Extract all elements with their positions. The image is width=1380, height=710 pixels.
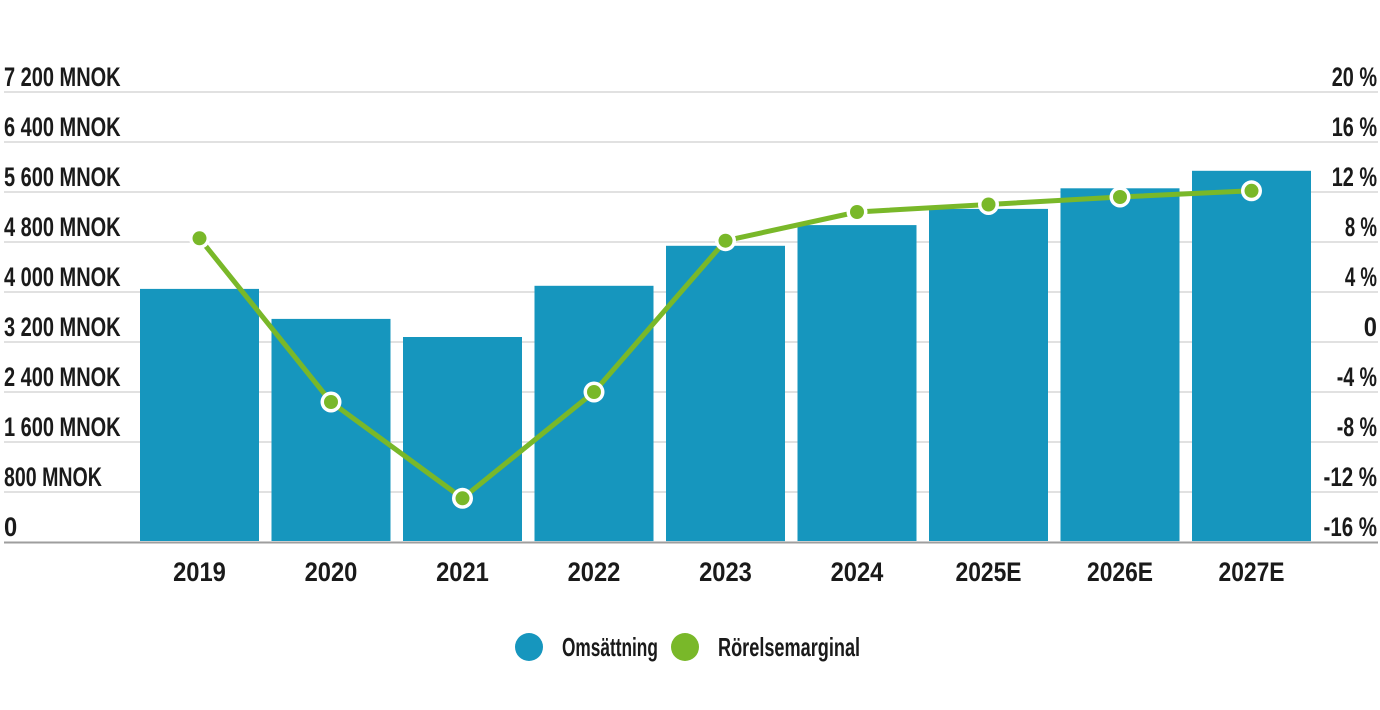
line-point-2025e — [981, 197, 996, 212]
left-axis-tick-label: 6 400 MNOK — [4, 112, 121, 142]
right-axis-tick-label: -12 % — [1324, 462, 1378, 492]
right-axis-tick-label: 12 % — [1332, 162, 1377, 192]
right-axis-tick-label: 20 % — [1332, 62, 1377, 92]
x-axis-label-2024: 2024 — [831, 557, 884, 587]
line-point-2023 — [718, 233, 733, 248]
x-axis-label-2026e: 2026E — [1087, 557, 1153, 587]
bar-2022 — [534, 285, 654, 542]
x-axis-label-2025e: 2025E — [956, 557, 1022, 587]
legend-marker-rorelsemarginal — [671, 633, 699, 661]
bar-2023 — [666, 245, 785, 542]
left-axis-tick-label: 4 800 MNOK — [4, 212, 121, 242]
x-axis-label-2019: 2019 — [173, 557, 226, 587]
right-axis-tick-label: 16 % — [1332, 112, 1377, 142]
x-axis-label-2023: 2023 — [699, 557, 752, 587]
bar-2024 — [797, 225, 917, 541]
bar-2019 — [140, 288, 259, 541]
line-point-2024 — [850, 205, 864, 219]
bar-2025e — [929, 208, 1048, 541]
line-point-2026e — [1113, 190, 1127, 204]
line-point-2019 — [192, 231, 207, 246]
line-point-2027e — [1244, 183, 1259, 198]
x-axis-label-2022: 2022 — [568, 557, 621, 587]
legend-label-omsattning: Omsättning — [562, 632, 658, 662]
line-point-2020 — [324, 395, 338, 409]
line-point-2021 — [455, 491, 470, 506]
bar-2027e — [1192, 170, 1311, 542]
left-axis-tick-label: 5 600 MNOK — [4, 162, 121, 192]
right-axis-tick-label: 8 % — [1345, 212, 1377, 242]
right-axis-tick-label: -4 % — [1337, 362, 1377, 392]
right-axis-tick-label: -8 % — [1337, 412, 1377, 442]
legend-marker-omsattning — [515, 633, 543, 661]
right-axis-tick-label: 0 — [1364, 312, 1377, 342]
right-axis-tick-label: 4 % — [1345, 262, 1377, 292]
left-axis-tick-label: 1 600 MNOK — [4, 412, 121, 442]
x-axis-label-2021: 2021 — [436, 557, 489, 587]
legend-label-rorelsemarginal: Rörelsemarginal — [718, 632, 860, 662]
left-axis-tick-label: 2 400 MNOK — [4, 362, 121, 392]
line-point-2022 — [587, 385, 601, 399]
left-axis-tick-label: 7 200 MNOK — [4, 62, 121, 92]
bar-2026e — [1060, 188, 1180, 542]
left-axis-tick-label: 4 000 MNOK — [4, 262, 121, 292]
left-axis-tick-label: 0 — [4, 512, 17, 542]
bar-2021 — [403, 337, 522, 541]
x-axis-label-2027e: 2027E — [1219, 557, 1285, 587]
right-axis-tick-label: -16 % — [1324, 512, 1378, 542]
x-axis-label-2020: 2020 — [305, 557, 358, 587]
left-axis-tick-label: 3 200 MNOK — [4, 312, 121, 342]
left-axis-tick-label: 800 MNOK — [4, 462, 102, 492]
